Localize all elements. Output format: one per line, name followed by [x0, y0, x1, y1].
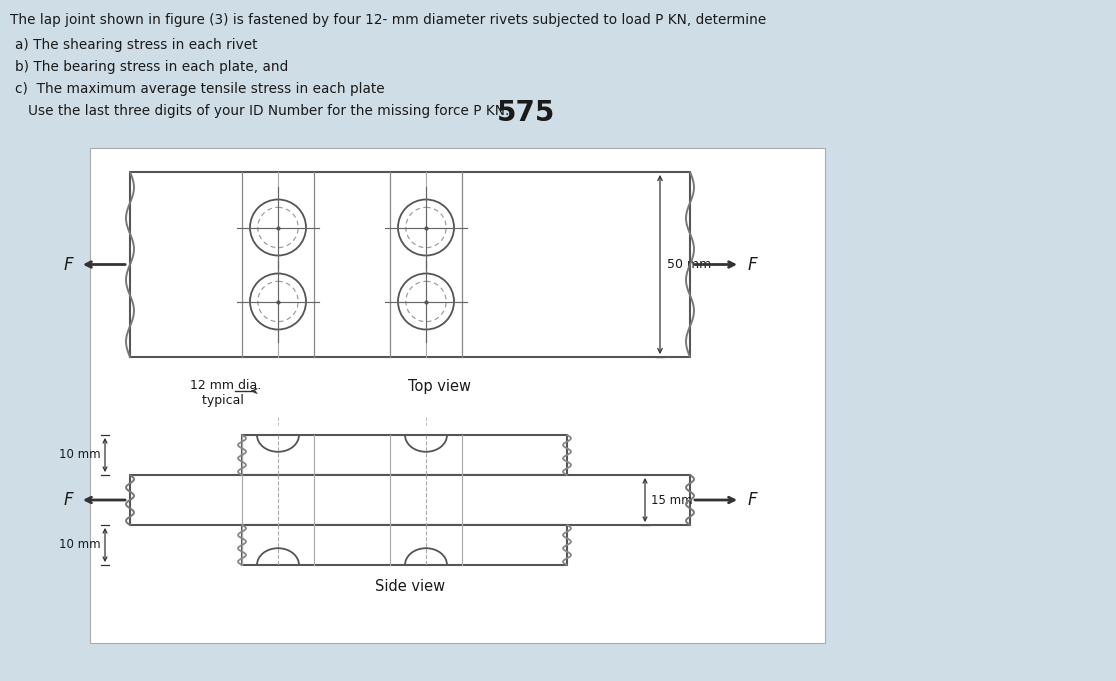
- Text: b) The bearing stress in each plate, and: b) The bearing stress in each plate, and: [15, 60, 288, 74]
- Text: 10 mm: 10 mm: [59, 539, 102, 552]
- Text: Side view: Side view: [375, 579, 445, 594]
- Text: F: F: [748, 491, 757, 509]
- Text: a) The shearing stress in each rivet: a) The shearing stress in each rivet: [15, 38, 258, 52]
- Bar: [90, 148, 825, 643]
- Text: F: F: [64, 255, 73, 274]
- Bar: [129, 475, 690, 525]
- Text: Top view: Top view: [408, 379, 471, 394]
- Bar: [242, 435, 567, 475]
- Circle shape: [250, 200, 306, 255]
- Bar: [129, 172, 690, 357]
- Text: typical: typical: [190, 394, 244, 407]
- Circle shape: [250, 274, 306, 330]
- Text: 12 mm dia.: 12 mm dia.: [190, 379, 261, 392]
- Circle shape: [398, 274, 454, 330]
- Text: c)  The maximum average tensile stress in each plate: c) The maximum average tensile stress in…: [15, 82, 385, 96]
- Text: Use the last three digits of your ID Number for the missing force P KN.: Use the last three digits of your ID Num…: [15, 104, 509, 118]
- Text: F: F: [64, 491, 73, 509]
- Circle shape: [398, 200, 454, 255]
- Text: F: F: [748, 255, 757, 274]
- Text: 15 mm: 15 mm: [651, 494, 693, 507]
- Text: The lap joint shown in figure (3) is fastened by four 12- mm diameter rivets sub: The lap joint shown in figure (3) is fas…: [10, 13, 767, 27]
- Text: 575: 575: [497, 99, 556, 127]
- Text: 50 mm: 50 mm: [667, 258, 711, 271]
- Bar: [242, 525, 567, 565]
- Text: 10 mm: 10 mm: [59, 449, 102, 462]
